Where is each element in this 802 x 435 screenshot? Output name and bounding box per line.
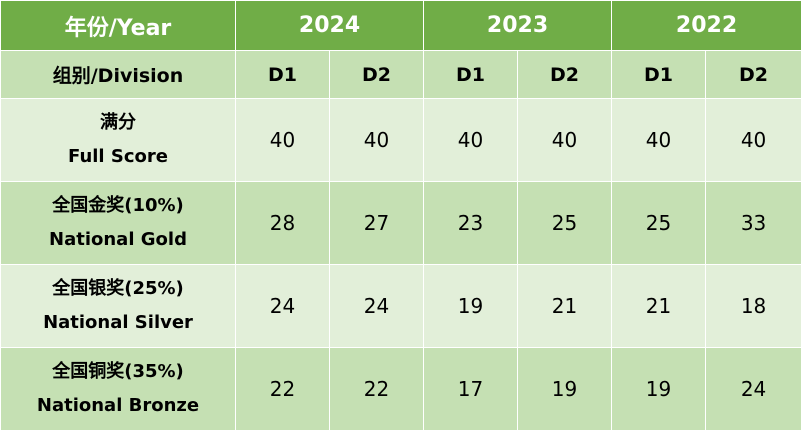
row-label-cell: 满分 Full Score [0,98,236,182]
score-cell: 28 [235,181,330,265]
row-label-en: Full Score [68,146,168,167]
score-cell: 40 [423,98,519,182]
score-cell: 40 [705,98,802,182]
division-cell: D1 [423,50,519,99]
division-cell: D2 [517,50,613,99]
division-cell: D2 [328,50,425,99]
score-cell: 19 [423,264,519,348]
table-row-gold: 全国金奖(10%) National Gold 28 27 23 25 25 3… [0,181,802,265]
score-cell: 25 [611,181,707,265]
score-cell: 22 [328,347,425,431]
division-cell: D1 [235,50,330,99]
year-2022-cell: 2022 [611,0,802,51]
score-cell: 40 [235,98,330,182]
score-cell: 40 [328,98,425,182]
row-label-cell: 全国铜奖(35%) National Bronze [0,347,236,431]
score-cell: 24 [235,264,330,348]
year-header-row: 年份/Year 2024 2023 2022 [0,0,802,51]
score-cell: 23 [423,181,519,265]
score-cell: 40 [611,98,707,182]
row-label-cell: 全国金奖(10%) National Gold [0,181,236,265]
score-cell: 33 [705,181,802,265]
score-cell: 25 [517,181,613,265]
table-row-full-score: 满分 Full Score 40 40 40 40 40 40 [0,98,802,182]
score-cell: 24 [328,264,425,348]
score-cell: 27 [328,181,425,265]
score-cell: 18 [705,264,802,348]
division-cell: D1 [611,50,707,99]
year-2023-cell: 2023 [423,0,613,51]
row-label-en: National Bronze [36,395,200,416]
score-cell: 24 [705,347,802,431]
year-label-cell: 年份/Year [0,0,236,51]
row-label-cell: 全国银奖(25%) National Silver [0,264,236,348]
row-label-cn: 全国银奖(25%) [52,278,184,299]
row-label-cn: 满分 [100,112,136,133]
division-label-cell: 组别/Division [0,50,236,99]
score-cell: 19 [611,347,707,431]
score-cell: 22 [235,347,330,431]
year-2024-cell: 2024 [234,0,425,51]
score-cell: 19 [517,347,613,431]
table-row-bronze: 全国铜奖(35%) National Bronze 22 22 17 19 19… [0,347,802,431]
score-cell: 21 [611,264,707,348]
division-header-row: 组别/Division D1 D2 D1 D2 D1 D2 [0,50,802,99]
division-cell: D2 [705,50,802,99]
score-cell: 21 [517,264,613,348]
row-label-cn: 全国金奖(10%) [52,195,184,216]
row-label-cn: 全国铜奖(35%) [52,361,184,382]
row-label-en: National Gold [49,229,187,250]
score-cell: 17 [423,347,519,431]
row-label-en: National Silver [43,312,193,333]
table-row-silver: 全国银奖(25%) National Silver 24 24 19 21 21… [0,264,802,348]
score-cell: 40 [517,98,613,182]
